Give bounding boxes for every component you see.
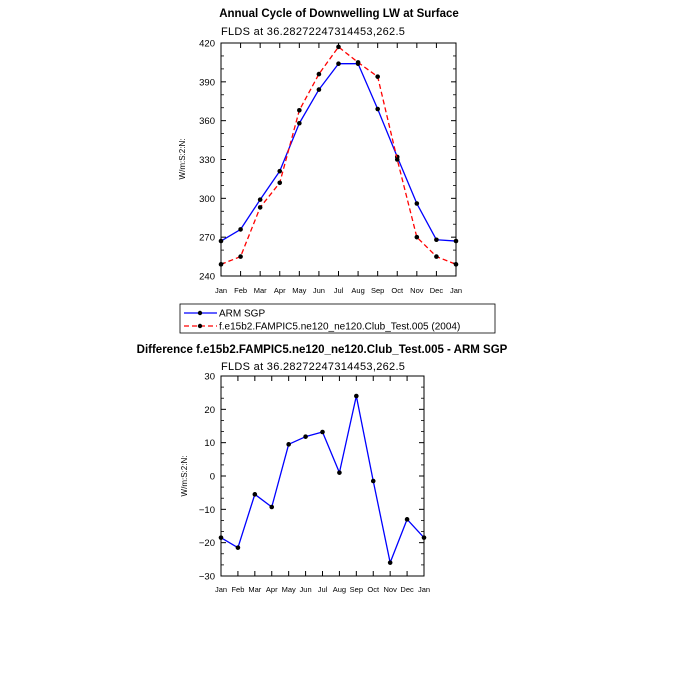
difference-chart: Difference f.e15b2.FAMPIC5.ne120_ne120.C… bbox=[137, 344, 508, 594]
y-tick-label: −20 bbox=[199, 538, 215, 549]
x-tick-label: Feb bbox=[234, 286, 247, 295]
x-tick-label: Mar bbox=[254, 286, 267, 295]
x-tick-label: Jan bbox=[215, 286, 227, 295]
legend-label-arm-sgp: ARM SGP bbox=[219, 309, 265, 320]
data-point bbox=[257, 197, 263, 202]
x-tick-label: Sep bbox=[371, 286, 384, 295]
chart-title: Annual Cycle of Downwelling LW at Surfac… bbox=[219, 8, 459, 20]
x-tick-label: Oct bbox=[391, 286, 404, 295]
data-point bbox=[434, 237, 439, 243]
data-point bbox=[387, 560, 393, 565]
x-tick-label: Jan bbox=[450, 286, 462, 295]
x-tick-label: Aug bbox=[333, 585, 346, 594]
data-point bbox=[286, 442, 291, 447]
data-point bbox=[404, 517, 410, 522]
data-point bbox=[269, 504, 275, 510]
chart-subtitle: FLDS at 36.28272247314453,262.5 bbox=[221, 361, 405, 373]
y-tick-label: 300 bbox=[199, 194, 215, 205]
data-point bbox=[277, 168, 283, 174]
data-point bbox=[238, 227, 243, 232]
legend-marker-arm-sgp bbox=[197, 310, 203, 316]
y-axis-label: W/m:S:2:N: bbox=[178, 139, 187, 180]
data-point bbox=[238, 254, 243, 259]
data-point bbox=[320, 429, 325, 435]
data-point bbox=[336, 61, 341, 67]
x-tick-label: Jun bbox=[300, 585, 312, 594]
data-point bbox=[414, 234, 420, 240]
x-tick-label: Sep bbox=[350, 585, 363, 594]
y-tick-label: 270 bbox=[199, 233, 215, 244]
data-point bbox=[375, 74, 380, 79]
y-tick-label: 360 bbox=[199, 116, 215, 127]
x-tick-label: May bbox=[292, 286, 306, 295]
series-line-1 bbox=[220, 46, 457, 265]
x-tick-label: Aug bbox=[351, 286, 364, 295]
data-point bbox=[414, 201, 420, 206]
legend-marker-model bbox=[197, 323, 203, 329]
x-tick-label: Oct bbox=[367, 585, 380, 594]
x-tick-label: Dec bbox=[400, 585, 414, 594]
legend-label-model: f.e15b2.FAMPIC5.ne120_ne120.Club_Test.00… bbox=[219, 322, 460, 333]
annual-cycle-chart: Annual Cycle of Downwelling LW at Surfac… bbox=[178, 8, 462, 295]
y-tick-label: 240 bbox=[199, 272, 215, 283]
data-point bbox=[316, 87, 322, 92]
data-point bbox=[297, 120, 302, 126]
data-point bbox=[370, 478, 376, 484]
x-tick-label: Apr bbox=[274, 286, 286, 295]
legend-box bbox=[179, 303, 496, 334]
x-tick-label: Jan bbox=[418, 585, 430, 594]
y-tick-label: −30 bbox=[199, 572, 215, 583]
data-point bbox=[252, 492, 258, 497]
x-tick-label: Apr bbox=[266, 585, 278, 594]
x-tick-label: Jun bbox=[313, 286, 325, 295]
y-tick-label: 30 bbox=[204, 372, 215, 383]
data-point bbox=[297, 108, 302, 113]
y-tick-label: 10 bbox=[204, 438, 215, 449]
chart-title: Difference f.e15b2.FAMPIC5.ne120_ne120.C… bbox=[137, 344, 508, 356]
plot-frame bbox=[220, 375, 425, 577]
y-tick-label: −10 bbox=[199, 505, 215, 516]
y-tick-label: 420 bbox=[199, 39, 215, 50]
data-point bbox=[355, 60, 361, 65]
y-tick-label: 20 bbox=[204, 405, 215, 416]
chart-legend: ARM SGP f.e15b2.FAMPIC5.ne120_ne120.Club… bbox=[179, 303, 496, 334]
x-tick-label: Jul bbox=[334, 286, 344, 295]
x-tick-label: Feb bbox=[231, 585, 244, 594]
data-point bbox=[277, 180, 283, 186]
x-tick-label: May bbox=[282, 585, 296, 594]
chart-subtitle: FLDS at 36.28272247314453,262.5 bbox=[221, 26, 405, 38]
x-tick-label: Jan bbox=[215, 585, 227, 594]
x-tick-label: Mar bbox=[248, 585, 261, 594]
series-line-0 bbox=[220, 395, 425, 564]
data-point bbox=[375, 106, 380, 112]
y-tick-label: 330 bbox=[199, 155, 215, 166]
y-axis-label: W/m:S:2:N: bbox=[180, 456, 189, 497]
data-point bbox=[235, 545, 241, 550]
data-point bbox=[316, 71, 322, 77]
y-tick-label: 390 bbox=[199, 77, 215, 88]
x-tick-label: Nov bbox=[410, 286, 424, 295]
data-point bbox=[337, 470, 342, 475]
data-point bbox=[257, 205, 263, 210]
x-tick-label: Nov bbox=[383, 585, 397, 594]
data-point bbox=[434, 254, 439, 259]
x-tick-label: Jul bbox=[318, 585, 328, 594]
data-point bbox=[303, 434, 308, 439]
x-tick-label: Dec bbox=[430, 286, 444, 295]
data-point bbox=[354, 393, 359, 399]
series-line-0 bbox=[220, 63, 457, 242]
data-point bbox=[394, 157, 400, 162]
y-tick-label: 0 bbox=[210, 472, 215, 483]
